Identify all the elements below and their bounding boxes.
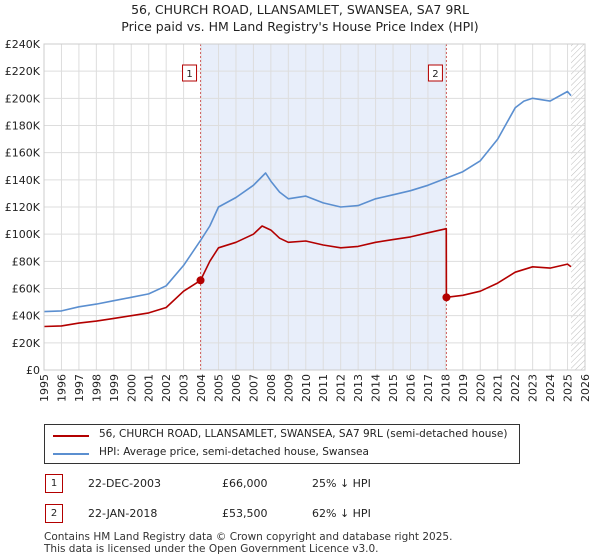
y-tick-label: £160K — [5, 147, 41, 160]
x-tick-label: 2022 — [509, 374, 522, 402]
sale-marker-label: 2 — [432, 69, 438, 80]
property-price-line — [43, 225, 572, 328]
y-tick-label: £200K — [5, 92, 41, 105]
x-tick-label: 2000 — [125, 374, 138, 402]
x-tick-label: 2004 — [195, 374, 208, 402]
sale-date: 22-DEC-2003 — [88, 477, 162, 490]
x-tick-label: 1996 — [55, 374, 68, 402]
x-tick-label: 2010 — [300, 374, 313, 402]
x-tick-label: 2005 — [213, 374, 226, 402]
legend-hpi-label: HPI: Average price, semi-detached house,… — [99, 446, 369, 458]
hpi-line — [43, 90, 572, 313]
x-tick-label: 2017 — [422, 374, 435, 402]
x-tick-label: 1999 — [108, 374, 121, 402]
x-tick-label: 2025 — [562, 374, 575, 402]
x-tick-label: 2015 — [387, 374, 400, 402]
x-tick-label: 2019 — [457, 374, 470, 402]
x-tick-label: 2006 — [230, 374, 243, 402]
sale-price: £66,000 — [222, 477, 268, 490]
y-tick-label: £60K — [12, 283, 41, 296]
sale-marker-label: 1 — [186, 69, 192, 80]
x-tick-label: 2003 — [178, 374, 191, 402]
x-tick-label: 2023 — [527, 374, 540, 402]
x-tick-label: 2011 — [317, 374, 330, 402]
sale-marker-box — [427, 64, 443, 82]
sale-row: 1 22-DEC-2003 £66,000 25% ↓ HPI — [44, 474, 564, 494]
x-tick-label: 2001 — [143, 374, 156, 402]
chart-subtitle: Price paid vs. HM Land Registry's House … — [121, 19, 479, 34]
y-tick-label: £220K — [5, 65, 41, 78]
x-tick-label: 2012 — [335, 374, 348, 402]
y-tick-label: £100K — [5, 228, 41, 241]
footer-licence: This data is licensed under the Open Gov… — [44, 543, 379, 555]
sale-row: 2 22-JAN-2018 £53,500 62% ↓ HPI — [44, 504, 564, 524]
x-tick-label: 2021 — [492, 374, 505, 402]
footer-copyright: Contains HM Land Registry data © Crown c… — [44, 531, 453, 543]
y-tick-label: £180K — [5, 120, 41, 133]
x-tick-label: 2007 — [247, 374, 260, 402]
x-tick-label: 1995 — [38, 374, 51, 402]
legend-hpi-swatch — [53, 453, 89, 455]
y-tick-label: £80K — [12, 255, 41, 268]
y-tick-label: £240K — [5, 38, 41, 51]
sale-hpi-diff: 62% ↓ HPI — [312, 507, 371, 520]
sale-date: 22-JAN-2018 — [88, 507, 158, 520]
x-tick-label: 2009 — [282, 374, 295, 402]
sale-number-badge: 2 — [45, 504, 63, 523]
sale-point — [196, 276, 205, 285]
chart-title: 56, CHURCH ROAD, LLANSAMLET, SWANSEA, SA… — [131, 2, 469, 17]
chart-legend: 56, CHURCH ROAD, LLANSAMLET, SWANSEA, SA… — [44, 424, 520, 464]
price-chart: £0 £20K £40K £60K £80K £100K £120K £140K £160K £1… — [5, 38, 592, 402]
y-tick-label: £40K — [12, 310, 41, 323]
x-tick-label: 2002 — [160, 374, 173, 402]
x-tick-label: 2026 — [579, 374, 592, 402]
sale-hpi-diff: 25% ↓ HPI — [312, 477, 371, 490]
x-tick-label: 2016 — [404, 374, 417, 402]
y-tick-label: £0 — [26, 364, 40, 377]
x-tick-label: 2018 — [439, 374, 452, 402]
sale-number-badge: 1 — [45, 474, 63, 493]
x-tick-label: 2020 — [474, 374, 487, 402]
plot-border — [43, 43, 586, 371]
legend-property-swatch — [53, 435, 89, 437]
y-tick-label: £140K — [5, 174, 41, 187]
x-tick-label: 2014 — [370, 374, 383, 402]
y-tick-label: £120K — [5, 201, 41, 214]
legend-property-label: 56, CHURCH ROAD, LLANSAMLET, SWANSEA, SA… — [99, 428, 508, 440]
x-tick-label: 2024 — [544, 374, 557, 402]
sale-price: £53,500 — [222, 507, 268, 520]
sale-point — [442, 293, 451, 302]
x-tick-label: 2013 — [352, 374, 365, 402]
x-tick-label: 2008 — [265, 374, 278, 402]
y-tick-label: £20K — [12, 337, 41, 350]
sale-marker-box — [182, 64, 198, 82]
x-tick-label: 1998 — [90, 374, 103, 402]
x-tick-label: 1997 — [73, 374, 86, 402]
